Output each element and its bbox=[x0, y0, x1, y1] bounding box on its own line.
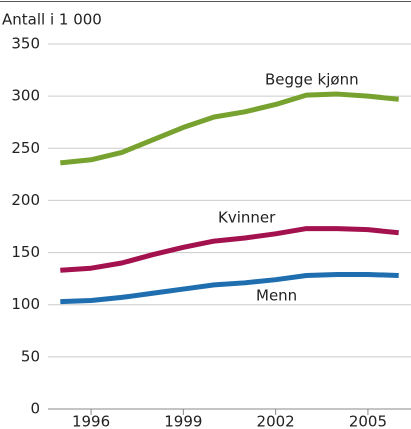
y-tick-label: 300 bbox=[11, 87, 40, 105]
x-tick-label: 2005 bbox=[349, 413, 387, 429]
y-tick-label: 0 bbox=[30, 400, 40, 418]
y-axis-label: Antall i 1 000 bbox=[2, 11, 102, 29]
y-tick-label: 350 bbox=[11, 35, 40, 53]
y-tick-label: 50 bbox=[21, 347, 40, 365]
y-tick-label: 150 bbox=[11, 243, 40, 261]
x-tick-label: 2002 bbox=[257, 413, 295, 429]
x-tick-label: 1996 bbox=[72, 413, 110, 429]
series-label: Kvinner bbox=[218, 209, 276, 227]
x-tick-label: 1999 bbox=[164, 413, 202, 429]
series-label: Menn bbox=[256, 287, 297, 305]
line-series bbox=[60, 226, 399, 273]
series-label: Begge kjønn bbox=[265, 71, 359, 89]
y-tick-label: 250 bbox=[11, 139, 40, 157]
y-tick-label: 100 bbox=[11, 295, 40, 313]
y-tick-label: 200 bbox=[11, 191, 40, 209]
line-series bbox=[60, 91, 399, 166]
line-series bbox=[60, 271, 399, 305]
